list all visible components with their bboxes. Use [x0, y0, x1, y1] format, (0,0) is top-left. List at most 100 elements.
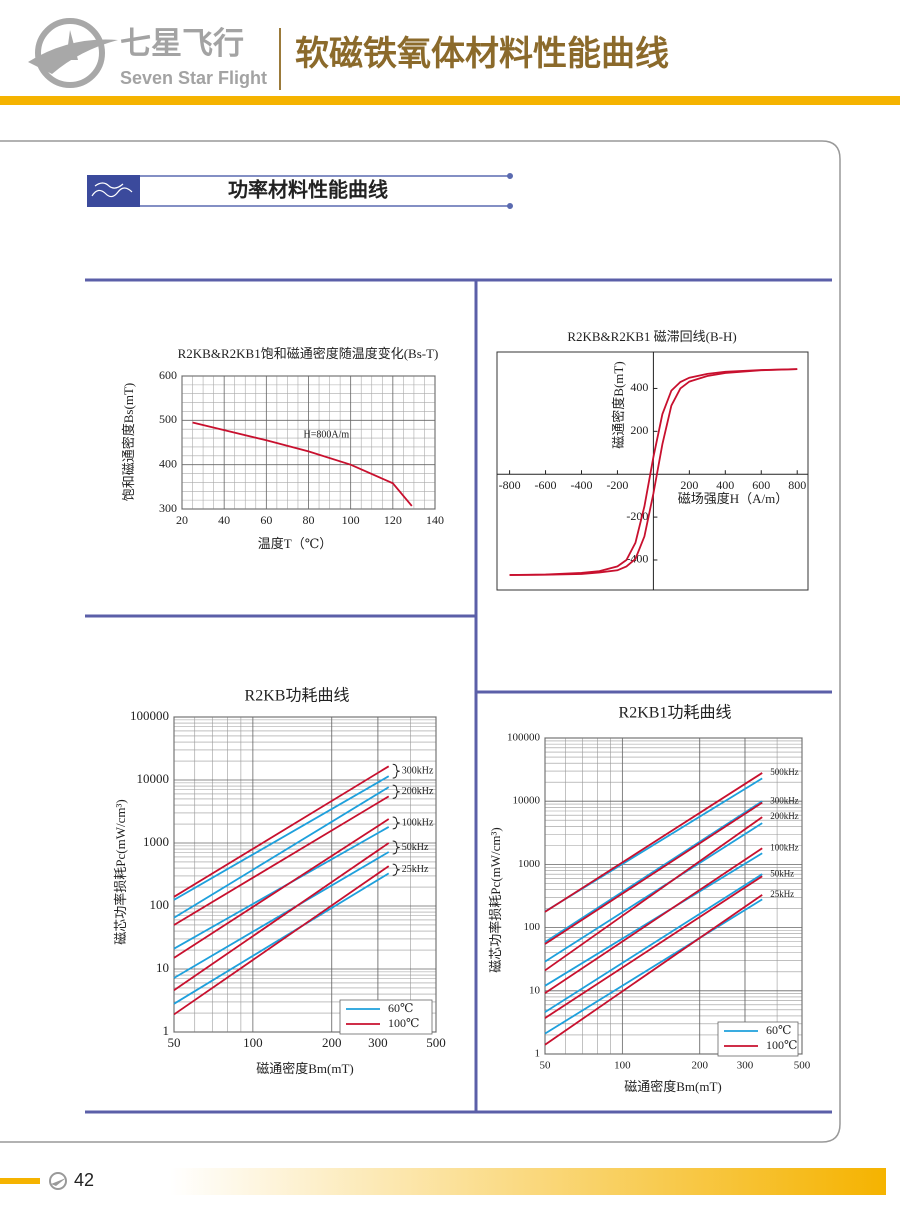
y-axis-label: 饱和磁通密度Bs(mT) — [121, 383, 136, 501]
frequency-label: 100kHz — [402, 817, 434, 828]
x-tick-label: 800 — [788, 478, 806, 492]
legend-label: 60℃ — [388, 1001, 413, 1015]
line — [173, 765, 390, 898]
line — [173, 865, 390, 1016]
footer-icon — [49, 1172, 67, 1190]
chart-title: R2KB功耗曲线 — [245, 687, 350, 705]
brace — [392, 784, 400, 799]
y-tick-label: 400 — [630, 380, 648, 394]
x-axis-label: 磁通密度Bm(mT) — [624, 1079, 722, 1094]
brand-en: Seven Star Flight — [120, 68, 267, 88]
card — [0, 140, 841, 1143]
chart: 50 100 200 300 500 1 10 100 1000 10000 100000 R2KB功… — [113, 687, 446, 1076]
legend-label: 60℃ — [766, 1023, 791, 1037]
y-tick-label: 300 — [159, 501, 177, 515]
y-tick-label: 10000 — [513, 795, 541, 807]
frequency-label: 300kHz — [770, 795, 799, 805]
section-title: 功率材料性能曲线 — [228, 177, 388, 201]
y-tick-label: 10 — [529, 984, 541, 996]
line — [544, 875, 763, 1019]
x-tick-label: 500 — [794, 1060, 811, 1072]
x-tick-label: 50 — [168, 1035, 181, 1050]
x-tick-label: 200 — [322, 1035, 342, 1050]
line — [509, 368, 798, 576]
line — [544, 800, 763, 943]
x-tick-label: -400 — [570, 478, 592, 492]
chart: -800 -600 -400 -200 200 400 600 800-400-2002004… — [496, 329, 809, 591]
y-tick-label: 100 — [150, 897, 170, 912]
x-tick-label: 300 — [737, 1060, 754, 1072]
x-tick-label: 50 — [540, 1060, 552, 1072]
line — [173, 818, 390, 959]
x-tick-label: 400 — [716, 478, 734, 492]
x-tick-label: 140 — [426, 513, 444, 527]
x-tick-label: 40 — [218, 513, 230, 527]
brace — [392, 816, 400, 830]
line — [173, 842, 390, 991]
legend-box — [339, 999, 433, 1035]
header-bar — [0, 96, 900, 105]
chart-title: R2KB&R2KB1 磁滞回线(B-H) — [567, 329, 736, 344]
x-tick-label: 100 — [614, 1060, 631, 1072]
chart-title: R2KB&R2KB1饱和磁通密度随温度变化(Bs-T) — [178, 346, 439, 361]
frequency-label: 50kHz — [402, 842, 429, 853]
line — [544, 847, 763, 994]
brace — [392, 863, 400, 876]
frequency-label: 500kHz — [770, 767, 799, 777]
y-axis-label: 磁通密度B(mT) — [611, 361, 626, 448]
x-tick-label: 100 — [243, 1035, 263, 1050]
line — [544, 816, 763, 972]
y-tick-label: -200 — [626, 509, 648, 523]
frequency-label: 25kHz — [770, 889, 794, 899]
brand-cn: 七星飞行 — [120, 26, 244, 61]
frequency-label: 200kHz — [770, 811, 799, 821]
x-tick-label: -600 — [535, 478, 557, 492]
y-tick-label: 100 — [524, 921, 541, 933]
legend-label: 100℃ — [766, 1038, 797, 1052]
x-tick-label: -800 — [499, 478, 521, 492]
x-tick-label: 200 — [680, 478, 698, 492]
panel-dividers — [85, 278, 832, 1114]
brace — [392, 763, 400, 779]
line — [192, 421, 413, 507]
x-tick-label: 200 — [691, 1060, 708, 1072]
x-axis-label: 温度T（℃） — [258, 536, 332, 551]
x-tick-label: 500 — [426, 1035, 446, 1050]
legend-label: 100℃ — [388, 1016, 419, 1030]
section-header — [87, 173, 513, 209]
y-tick-label: 10 — [156, 960, 169, 975]
x-tick-label: -200 — [606, 478, 628, 492]
line — [544, 894, 763, 1046]
annotation: H=800A/m — [304, 430, 350, 441]
x-tick-label: 20 — [176, 513, 188, 527]
y-tick-label: 1000 — [518, 858, 541, 870]
line — [544, 772, 763, 913]
x-tick-label: 120 — [384, 513, 402, 527]
x-tick-label: 300 — [368, 1035, 388, 1050]
frequency-label: 25kHz — [402, 864, 429, 875]
y-tick-label: 500 — [159, 412, 177, 426]
frequency-label: 300kHz — [402, 766, 434, 777]
chart: 20 40 60 80 100 120 140 300 400 500 600R2KB&R2KB1饱… — [121, 346, 444, 551]
x-axis-label: 磁通密度Bm(mT) — [256, 1061, 354, 1076]
x-tick-label: 600 — [752, 478, 770, 492]
plot-frame — [544, 737, 803, 1055]
y-tick-label: 200 — [630, 423, 648, 437]
line — [173, 851, 390, 979]
x-tick-label: 80 — [303, 513, 315, 527]
y-tick-label: 1000 — [143, 834, 169, 849]
line — [544, 852, 763, 987]
line — [509, 368, 798, 576]
legend-box — [717, 1021, 799, 1057]
line — [173, 786, 390, 919]
frequency-label: 50kHz — [770, 868, 794, 878]
line — [173, 795, 390, 926]
chart-title: R2KB1功耗曲线 — [619, 704, 732, 722]
y-axis-label: 磁芯功率损耗Pc(mW/cm³) — [113, 799, 128, 944]
y-tick-label: 1 — [535, 1048, 541, 1060]
x-tick-label: 100 — [342, 513, 360, 527]
plot-frame — [496, 351, 809, 591]
y-tick-label: 1 — [163, 1023, 170, 1038]
line — [544, 822, 763, 963]
